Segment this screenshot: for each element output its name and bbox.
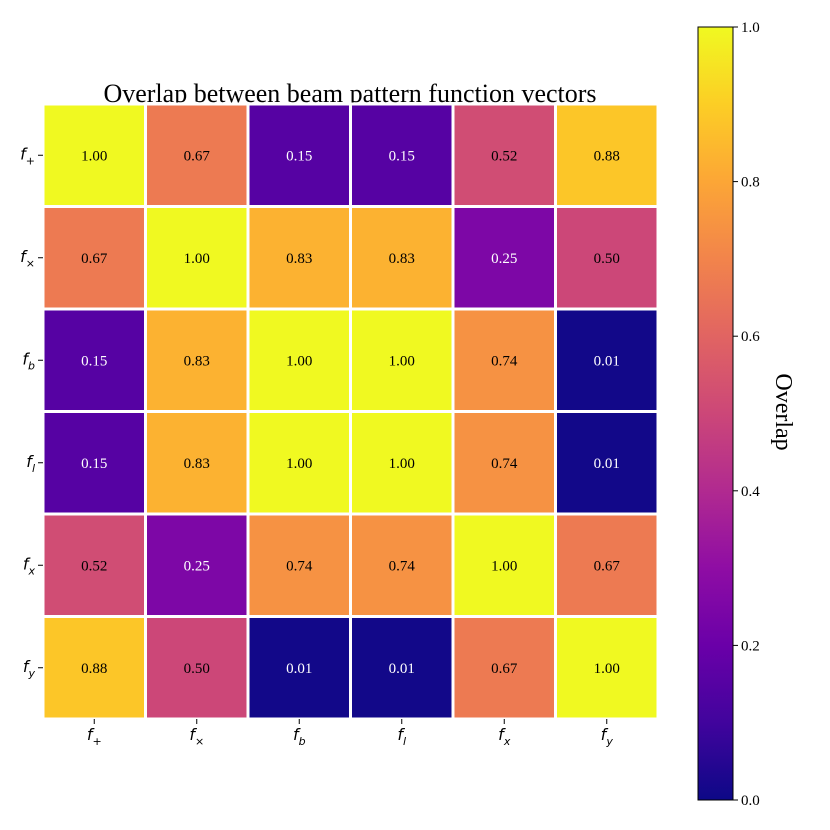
cell-value-label: 0.01: [286, 661, 312, 677]
heatmap-cell: [451, 410, 557, 516]
heatmap-cell: [451, 307, 557, 413]
heatmap-cell: [246, 205, 352, 311]
row-tick-labels: f+ f× fb fl fx fy: [20, 144, 43, 680]
cell-value-label: 0.83: [389, 251, 415, 267]
column-tick-labels: f+ f× fb fl fx fy: [87, 719, 613, 748]
column-tick-label: f×: [189, 725, 204, 748]
cell-value-label: 0.74: [286, 558, 313, 574]
heatmap-cell: [144, 307, 250, 413]
column-tick-label: fb: [293, 725, 306, 748]
cell-value-label: 0.50: [594, 251, 620, 267]
heatmap-cell: [554, 307, 660, 413]
cell-value-label: 0.74: [389, 558, 416, 574]
heatmap-cell: [246, 307, 352, 413]
heatmap-cell: [144, 102, 250, 208]
cell-value-label: 1.00: [286, 456, 312, 472]
colorbar-tick-label: 0.8: [741, 175, 760, 191]
cell-value-label: 1.00: [594, 661, 620, 677]
cell-value-label: 0.67: [594, 558, 621, 574]
cell-value-label: 0.25: [184, 558, 210, 574]
cell-value-label: 1.00: [81, 148, 107, 164]
column-tick-label: fl: [397, 725, 406, 748]
heatmap-cell: [554, 205, 660, 311]
heatmap-annotations: 1.00 0.67 0.15 0.15 0.52 0.88 0.67 1.00 0.83 0.83…: [81, 148, 620, 677]
cell-value-label: 1.00: [389, 353, 415, 369]
cell-value-label: 0.67: [184, 148, 211, 164]
cell-value-label: 0.15: [81, 353, 107, 369]
column-tick-label: fx: [498, 725, 511, 748]
heatmap-cell: [554, 512, 660, 618]
column-tick-label: fy: [601, 725, 614, 748]
cell-value-label: 0.25: [491, 251, 517, 267]
row-tick-label: fx: [23, 554, 36, 577]
cell-value-label: 0.15: [389, 148, 415, 164]
cell-value-label: 0.52: [81, 558, 107, 574]
heatmap-cell: [554, 410, 660, 516]
cell-value-label: 0.83: [286, 251, 312, 267]
row-tick-label: f×: [20, 247, 35, 270]
heatmap-cell: [41, 512, 147, 618]
cell-value-label: 0.83: [184, 353, 210, 369]
cell-value-label: 1.00: [286, 353, 312, 369]
cell-value-label: 0.01: [389, 661, 415, 677]
cell-value-label: 0.74: [491, 353, 518, 369]
heatmap-cell: [41, 102, 147, 208]
cell-value-label: 0.01: [594, 456, 620, 472]
heatmap-cell: [246, 102, 352, 208]
cell-value-label: 0.88: [594, 148, 620, 164]
colorbar-tick-label: 0.4: [741, 484, 760, 500]
heatmap-cell: [246, 410, 352, 516]
cell-value-label: 0.67: [81, 251, 108, 267]
colorbar-tick-label: 1.0: [741, 20, 760, 36]
heatmap-cell: [554, 615, 660, 721]
row-tick-label: fl: [26, 452, 35, 475]
row-tick-label: fy: [23, 657, 36, 680]
heatmap-cell: [349, 205, 455, 311]
heatmap-cell: [144, 205, 250, 311]
heatmap-cells: [41, 102, 660, 721]
cell-value-label: 0.50: [184, 661, 210, 677]
colorbar-gradient: [697, 26, 734, 801]
cell-value-label: 0.88: [81, 661, 107, 677]
row-tick-label: f+: [20, 144, 35, 167]
cell-value-label: 0.01: [594, 353, 620, 369]
cell-value-label: 0.67: [491, 661, 518, 677]
row-tick-label: fb: [22, 349, 35, 372]
heatmap-cell: [349, 307, 455, 413]
cell-value-label: 0.15: [286, 148, 312, 164]
heatmap-cell: [144, 512, 250, 618]
column-tick-label: f+: [87, 725, 102, 748]
cell-value-label: 0.74: [491, 456, 518, 472]
cell-value-label: 0.52: [491, 148, 517, 164]
colorbar-tick-label: 0.6: [741, 329, 760, 345]
cell-value-label: 1.00: [389, 456, 415, 472]
colorbar-ticks: 0.0 0.2 0.4 0.6 0.8 1.0: [733, 20, 760, 809]
cell-value-label: 1.00: [184, 251, 210, 267]
colorbar-label: Overlap: [770, 373, 796, 450]
colorbar-tick-label: 0.2: [741, 638, 760, 654]
cell-value-label: 1.00: [491, 558, 517, 574]
colorbar-tick-label: 0.0: [741, 793, 760, 809]
colorbar: 0.0 0.2 0.4 0.6 0.8 1.0 Overlap: [697, 20, 796, 809]
cell-value-label: 0.15: [81, 456, 107, 472]
cell-value-label: 0.83: [184, 456, 210, 472]
